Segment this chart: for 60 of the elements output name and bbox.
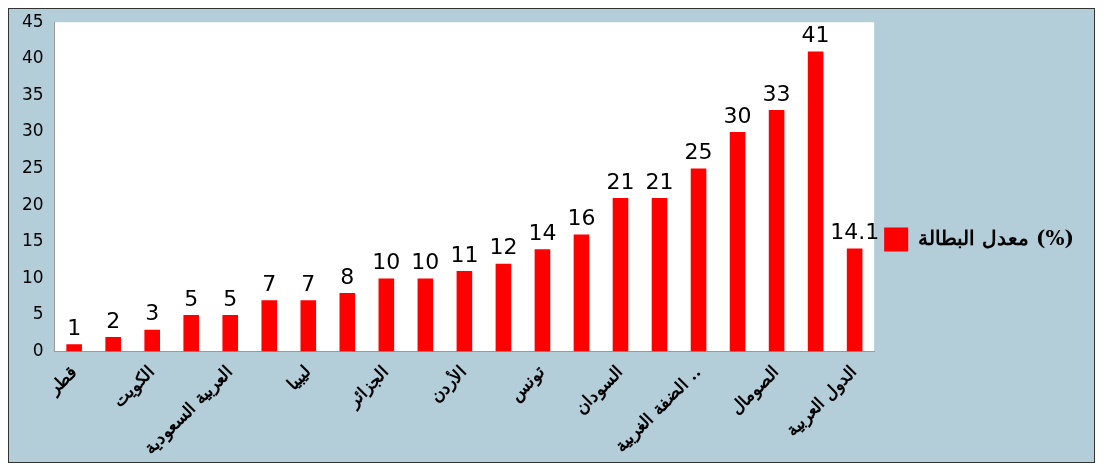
bar — [807, 51, 824, 352]
x-tick-label: الأردن — [425, 360, 472, 407]
bar — [495, 263, 512, 352]
bar — [261, 300, 278, 352]
bar — [183, 315, 200, 352]
data-label: 25 — [684, 139, 713, 165]
bar — [456, 271, 473, 352]
data-label: 5 — [223, 285, 238, 311]
bar — [768, 110, 785, 352]
y-tick-label: 40 — [21, 47, 44, 68]
data-label: 21 — [606, 168, 635, 194]
y-tick-label: 15 — [21, 230, 44, 251]
data-label: 33 — [762, 80, 791, 106]
bar — [339, 293, 356, 352]
bar — [729, 132, 746, 352]
data-label: 5 — [184, 285, 199, 311]
data-label: 10 — [372, 249, 401, 275]
bar — [144, 329, 160, 352]
data-label: 21 — [645, 168, 674, 194]
data-label: 30 — [723, 102, 752, 128]
data-label: 41 — [801, 22, 830, 48]
bar — [651, 197, 668, 352]
data-label: 16 — [567, 205, 596, 231]
y-tick-label: 20 — [21, 193, 44, 214]
bar — [105, 336, 121, 352]
x-tick-label: الجزائر — [342, 361, 393, 413]
data-label: 8 — [340, 263, 355, 289]
bar — [690, 168, 707, 352]
bar — [534, 249, 551, 352]
data-label: 11 — [450, 241, 479, 267]
y-tick-label: 25 — [21, 157, 44, 178]
legend-label: معدل البطالة (%) — [918, 225, 1075, 250]
bar — [66, 344, 82, 352]
data-label: 12 — [489, 234, 518, 260]
data-label: 7 — [301, 271, 316, 297]
x-tick-label: تونس — [505, 361, 550, 406]
bar — [378, 278, 395, 352]
data-label: 14 — [528, 219, 557, 245]
bar — [417, 278, 434, 352]
y-tick-label: 10 — [21, 266, 44, 287]
bar — [222, 315, 239, 352]
x-tick-label: الدول العربية — [782, 361, 862, 441]
data-label: 10 — [411, 249, 440, 275]
bar — [573, 234, 590, 352]
x-tick-label: قطر — [42, 361, 81, 400]
y-tick-label: 35 — [21, 83, 44, 104]
data-label: 2 — [106, 307, 121, 333]
x-tick-label: الصومال — [725, 361, 784, 419]
y-tick-label: 30 — [21, 120, 44, 141]
y-tick-label: 5 — [32, 303, 44, 324]
bar — [300, 300, 317, 352]
x-tick-label: ليبيا — [282, 361, 315, 394]
data-label: 1 — [67, 315, 82, 341]
bar — [846, 248, 863, 352]
y-tick-label: 0 — [32, 340, 44, 361]
data-label: 7 — [262, 271, 277, 297]
data-label: 3 — [145, 300, 160, 326]
y-tick-label: 45 — [21, 10, 44, 31]
bar — [612, 197, 629, 352]
data-label: 14.1 — [830, 219, 880, 245]
